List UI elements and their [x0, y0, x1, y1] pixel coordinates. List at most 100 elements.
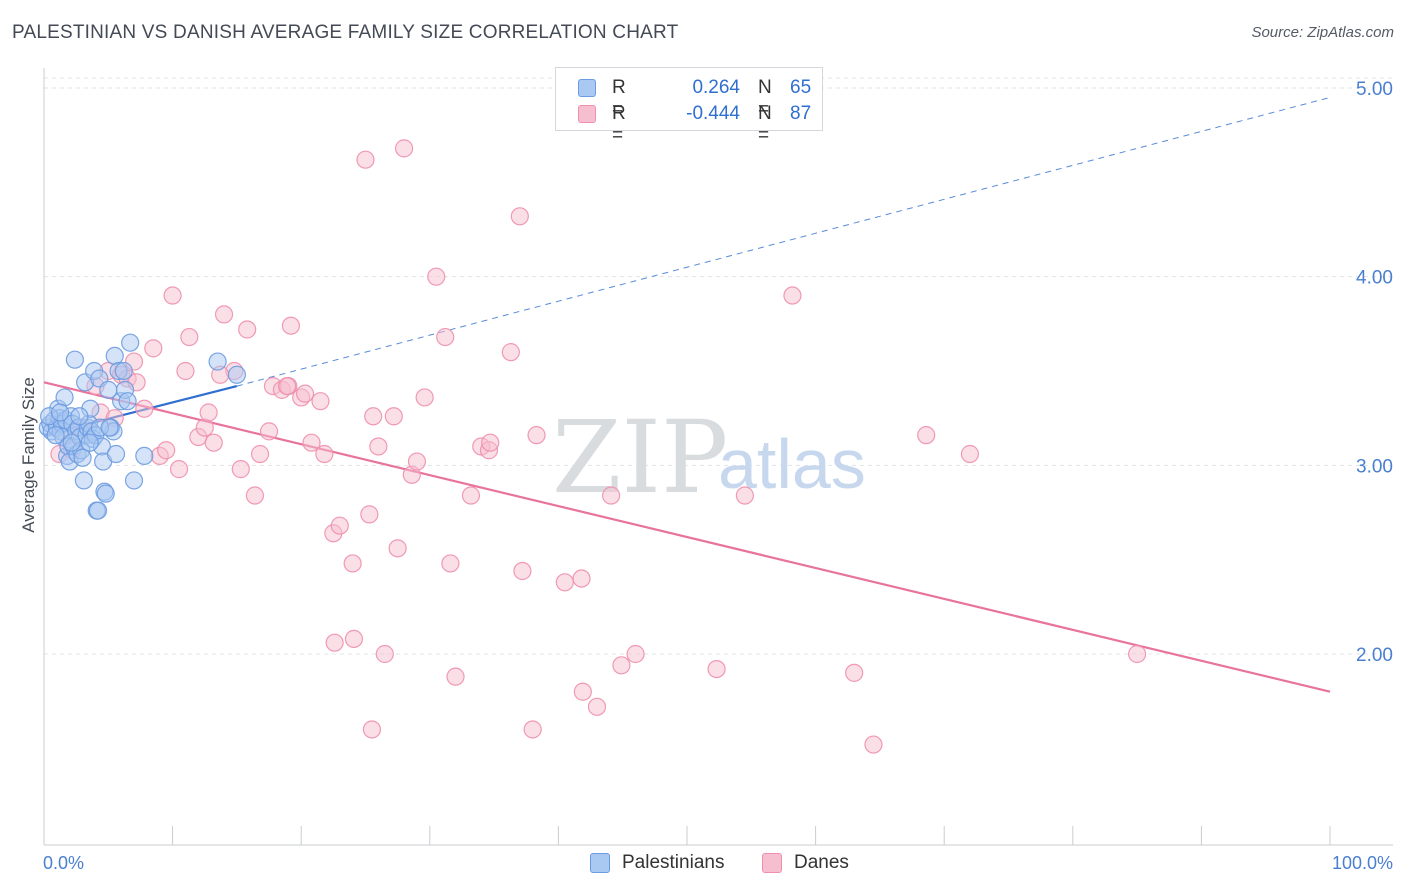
palestinians-point	[55, 388, 74, 407]
palestinians-trend-extension	[236, 96, 1331, 387]
legend-swatch-palestinians	[578, 79, 596, 97]
danes-trend-line	[43, 381, 1331, 693]
danes-point	[362, 720, 382, 739]
y-tick-label: 5.00	[1356, 79, 1393, 100]
danes-swatch	[762, 853, 782, 873]
danes-point	[199, 403, 218, 422]
palestinians-point	[96, 484, 115, 503]
danes-point	[325, 633, 344, 652]
danes-point	[481, 433, 500, 452]
danes-point	[436, 327, 455, 347]
danes-point	[302, 433, 321, 452]
danes-point	[555, 573, 574, 592]
grid-lines	[44, 77, 1393, 655]
danes-point	[180, 327, 199, 347]
palestinians-point	[121, 333, 140, 352]
legend-n-value: 65	[790, 77, 812, 98]
danes-point	[245, 486, 265, 505]
danes-point	[176, 361, 195, 381]
palestinians-point	[50, 403, 70, 422]
danes-point	[343, 554, 362, 573]
y-tick-labels: 2.00 3.00 4.00 5.00	[1356, 79, 1393, 666]
danes-point	[864, 735, 883, 754]
danes-point	[360, 505, 379, 524]
danes-point	[513, 561, 532, 581]
danes-point	[783, 286, 802, 305]
danes-point	[384, 407, 403, 426]
correlation-legend: R = 0.264 N = 65 R = -0.444 N = 87	[555, 67, 823, 146]
palestinians-point	[114, 361, 133, 381]
danes-point	[163, 286, 182, 305]
danes-point	[311, 392, 330, 411]
legend-r-value: -0.444	[686, 103, 740, 124]
danes-point	[204, 433, 223, 452]
palestinians-point	[80, 433, 99, 452]
danes-point	[344, 629, 364, 649]
danes-point	[501, 343, 520, 362]
legend-r-label: R =	[612, 77, 626, 120]
palestinians-point	[135, 446, 154, 465]
y-tick-label: 2.00	[1356, 645, 1393, 666]
danes-point	[461, 486, 481, 505]
palestinians-point	[62, 433, 81, 452]
danes-point	[427, 267, 446, 286]
palestinians-point	[124, 471, 144, 490]
danes-point	[845, 663, 864, 682]
danes-point	[369, 437, 388, 456]
danes-point	[135, 399, 154, 418]
palestinians-point	[70, 407, 89, 426]
danes-point	[214, 305, 234, 324]
y-tick-label: 4.00	[1356, 268, 1393, 289]
x-axis-max-label: 100.0%	[1332, 853, 1393, 873]
palestinians-point	[100, 418, 119, 437]
danes-point	[315, 444, 334, 464]
danes-point	[295, 384, 315, 403]
danes-point	[144, 339, 163, 358]
danes-point	[523, 720, 542, 739]
palestinians-swatch	[590, 853, 610, 873]
legend-r-value: 0.264	[692, 77, 740, 98]
danes-point	[238, 320, 257, 339]
danes-point	[441, 554, 460, 573]
danes-point	[917, 426, 936, 445]
danes-point	[330, 516, 349, 535]
source-credit: Source: ZipAtlas.com	[1251, 24, 1394, 41]
palestinians-point	[88, 501, 108, 520]
danes-point	[960, 444, 980, 464]
danes-point	[250, 444, 270, 464]
danes-point	[356, 150, 375, 169]
danes-point	[1127, 644, 1147, 664]
palestinians-point	[65, 350, 84, 369]
palestinians-point	[73, 448, 92, 467]
danes-point	[572, 569, 591, 588]
danes-point	[157, 441, 176, 460]
legend-n-label: N =	[758, 77, 772, 120]
danes-point	[510, 207, 529, 226]
danes-point	[602, 486, 621, 505]
danes-point	[394, 139, 414, 158]
palestinians-point	[46, 426, 65, 445]
danes-point	[277, 376, 297, 396]
danes-point	[415, 388, 434, 407]
danes-point	[169, 460, 189, 479]
legend-n-value: 87	[790, 103, 812, 124]
axes	[43, 68, 1393, 846]
danes-point	[364, 407, 383, 426]
danes-point	[735, 486, 754, 505]
danes-point	[195, 418, 214, 437]
y-axis-title: Average Family Size	[19, 377, 38, 533]
palestinians-label: Palestinians	[622, 852, 725, 873]
danes-point	[375, 644, 394, 664]
danes-point	[527, 426, 546, 445]
palestinians-point	[118, 392, 137, 411]
danes-point	[587, 697, 607, 716]
watermark-zip: ZIP	[552, 399, 728, 516]
danes-point	[407, 452, 427, 471]
danes-label: Danes	[794, 852, 849, 873]
palestinians-point	[74, 471, 93, 490]
danes-point	[626, 644, 645, 664]
data-points	[38, 139, 1147, 754]
danes-point	[446, 667, 465, 686]
danes-point	[707, 659, 726, 679]
